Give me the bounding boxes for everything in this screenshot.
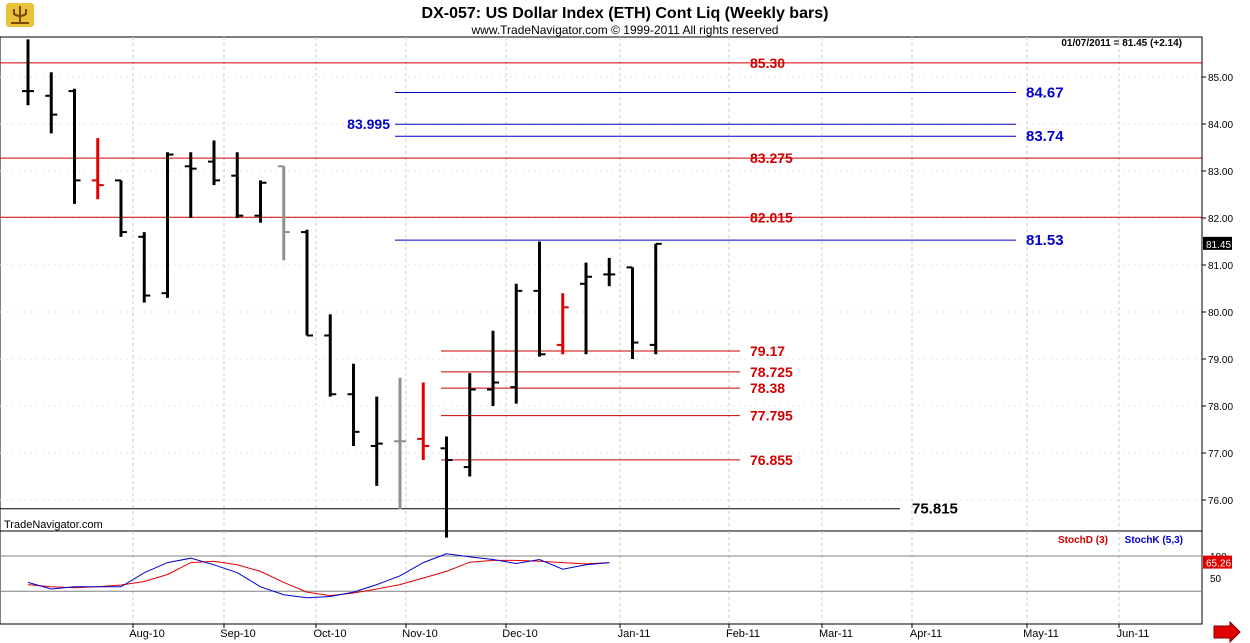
x-tick-label: Dec-10	[502, 628, 537, 640]
x-tick-label: Oct-10	[313, 628, 346, 640]
ohlc-bar	[161, 152, 174, 298]
ohlc-bar	[533, 241, 546, 357]
x-tick-label: Aug-10	[129, 628, 164, 640]
last-price-tag	[1203, 236, 1232, 250]
x-tick-label: Jan-11	[618, 628, 651, 640]
ohlc-bar	[22, 39, 34, 106]
x-tick-label: May-11	[1023, 628, 1059, 640]
ohlc-bar	[324, 314, 337, 397]
y-tick-label: 81.00	[1208, 261, 1233, 272]
legend-stochk: StochK (5,3)	[1125, 535, 1183, 546]
ohlc-bar	[68, 88, 81, 204]
ohlc-bar	[463, 373, 476, 477]
trident-logo-icon[interactable]	[6, 3, 34, 27]
y-tick-label: 82.00	[1208, 214, 1233, 225]
stoch-last-label: 65.26	[1206, 559, 1231, 570]
right-arrow-icon[interactable]	[1213, 620, 1241, 643]
last-price-label: 81.45	[1206, 240, 1231, 251]
level-label: 84.67	[1026, 85, 1064, 102]
ohlc-bar	[370, 396, 383, 486]
ohlc-bar	[301, 229, 313, 337]
level-label: 82.015	[750, 209, 793, 225]
level-label: 79.17	[750, 343, 785, 359]
y-tick-label: 85.00	[1208, 73, 1233, 84]
ohlc-bar	[649, 242, 662, 355]
ohlc-bar	[231, 152, 244, 218]
level-label: 78.725	[750, 364, 793, 380]
level-label: 77.795	[750, 408, 793, 424]
x-axis: Aug-10 Sep-10 Oct-10 Nov-10 Dec-10 Jan-11 Feb-…	[0, 623, 1202, 640]
x-tick-label: Sep-10	[220, 628, 255, 640]
ohlc-bar	[603, 257, 616, 287]
copyright-subtitle: www.TradeNavigator.com © 1999-2011 All r…	[471, 23, 779, 37]
level-label: 81.53	[1026, 232, 1064, 249]
y-tick-label: 84.00	[1208, 120, 1233, 131]
x-tick-label: Apr-11	[910, 628, 942, 640]
y-tick-label: 78.00	[1208, 402, 1233, 413]
ohlc-bar	[394, 377, 406, 510]
ohlc-bar	[487, 330, 499, 406]
ohlc-bar	[347, 363, 360, 446]
x-tick-label: Nov-10	[402, 628, 437, 640]
y-tick-label: 79.00	[1208, 355, 1233, 366]
level-label: 83.74	[1026, 128, 1064, 145]
level-label: 83.275	[750, 150, 793, 166]
ohlc-bar	[115, 179, 127, 237]
ohlc-bar	[510, 283, 523, 404]
ohlc-bar	[91, 138, 104, 200]
header: DX-057: US Dollar Index (ETH) Cont Liq (…	[422, 5, 1182, 49]
ohlc-bar	[138, 232, 151, 303]
ohlc-bar	[626, 266, 639, 359]
ohlc-bar	[208, 140, 220, 186]
y-tick-label: 83.00	[1208, 167, 1233, 178]
watermark: TradeNavigator.com	[4, 519, 103, 531]
ohlc-bar	[556, 293, 569, 355]
price-panel: 85.30 84.67 83.995 83.74 83.275 82.015 81.53 79…	[0, 36, 1233, 624]
ohlc-bar	[184, 152, 197, 218]
y-tick-label: 80.00	[1208, 308, 1233, 319]
level-label: 85.30	[750, 55, 785, 71]
legend-stochd: StochD (3)	[1058, 535, 1108, 546]
x-tick-label: Jun-11	[1117, 628, 1150, 640]
x-tick-label: Feb-11	[726, 628, 760, 640]
stoch-y-tick-label: 50	[1210, 574, 1222, 585]
stoch-line	[27, 553, 610, 599]
ohlc-bar	[580, 262, 592, 355]
ohlc-bar	[417, 382, 430, 461]
level-label: 75.815	[912, 501, 958, 518]
level-label: 76.855	[750, 452, 793, 468]
last-quote: 01/07/2011 = 81.45 (+2.14)	[1061, 38, 1182, 49]
y-tick-label: 76.00	[1208, 496, 1233, 507]
ohlc-bar	[277, 165, 290, 261]
ohlc-bar	[45, 72, 58, 134]
y-tick-label: 77.00	[1208, 449, 1233, 460]
level-label: 78.38	[750, 380, 785, 396]
x-tick-label: Mar-11	[819, 628, 853, 640]
stoch-last-tag	[1203, 555, 1232, 569]
ohlc-bar	[254, 180, 267, 223]
ohlc-bar	[440, 436, 453, 538]
chart-title: DX-057: US Dollar Index (ETH) Cont Liq (…	[422, 5, 829, 22]
level-label: 83.995	[347, 116, 390, 132]
